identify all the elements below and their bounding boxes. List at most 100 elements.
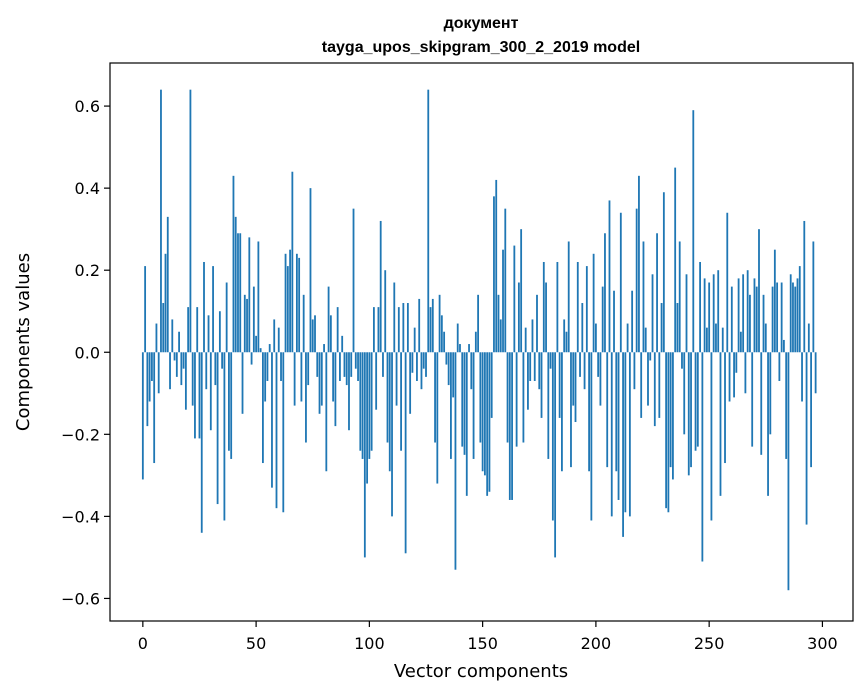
bar-103 [375, 352, 378, 410]
bar-48 [250, 352, 253, 365]
bar-25 [198, 352, 201, 439]
y-tick-label: 0.4 [75, 179, 100, 198]
bar-153 [488, 352, 491, 492]
bar-109 [388, 352, 391, 472]
bar-28 [205, 352, 208, 390]
bar-260 [730, 286, 733, 353]
bar-169 [524, 327, 527, 353]
bar-80 [323, 344, 325, 353]
y-tick-label: −0.6 [61, 589, 100, 608]
bar-279 [773, 249, 776, 353]
bar-42 [237, 233, 239, 353]
bar-16 [178, 331, 180, 353]
bar-248 [703, 278, 706, 353]
bar-9 [162, 303, 165, 353]
bar-88 [341, 335, 344, 353]
bar-185 [561, 352, 563, 472]
bar-188 [567, 241, 570, 353]
bar-124 [422, 352, 425, 369]
bar-268 [749, 294, 751, 353]
bar-277 [769, 352, 772, 435]
x-tick-label: 50 [246, 634, 266, 653]
bar-203 [601, 286, 604, 353]
y-tick-label: 0.6 [75, 97, 100, 116]
bar-10 [164, 253, 167, 353]
bar-151 [483, 352, 486, 476]
bar-276 [767, 352, 769, 496]
bar-72 [305, 352, 307, 443]
bar-265 [742, 274, 745, 353]
bar-292 [803, 220, 806, 353]
bar-59 [275, 352, 278, 509]
bar-152 [486, 352, 489, 496]
bar-148 [477, 294, 480, 353]
bar-64 [286, 266, 289, 353]
bar-50 [255, 335, 258, 353]
bar-226 [653, 352, 656, 427]
bar-123 [420, 352, 423, 390]
bar-186 [563, 319, 566, 353]
bar-263 [737, 278, 740, 353]
bar-7 [157, 352, 160, 394]
bar-288 [794, 286, 797, 353]
bar-290 [798, 266, 801, 353]
bar-154 [490, 352, 493, 418]
bar-52 [259, 348, 262, 353]
bar-285 [787, 352, 790, 591]
bar-46 [246, 298, 248, 353]
bar-93 [352, 208, 355, 353]
bar-202 [599, 352, 602, 406]
bar-282 [780, 282, 783, 353]
bar-83 [329, 315, 332, 353]
bar-145 [470, 352, 473, 390]
bar-53 [262, 352, 264, 464]
bar-71 [302, 294, 305, 353]
bar-166 [517, 282, 520, 353]
bar-130 [436, 352, 439, 484]
bar-239 [683, 352, 686, 435]
bar-144 [468, 344, 470, 353]
bar-29 [207, 315, 210, 353]
bar-6 [155, 323, 158, 353]
bar-197 [588, 352, 590, 472]
bar-274 [762, 294, 765, 353]
bar-165 [515, 352, 518, 447]
bar-178 [545, 282, 547, 353]
bar-136 [450, 352, 452, 459]
bar-173 [533, 352, 536, 381]
bar-1 [144, 266, 147, 353]
bar-138 [454, 352, 457, 570]
bar-38 [228, 352, 230, 451]
bar-40 [232, 175, 235, 353]
bar-106 [382, 352, 384, 377]
bar-179 [547, 352, 550, 459]
bar-161 [506, 352, 509, 443]
bar-132 [440, 315, 443, 353]
bar-14 [173, 352, 176, 361]
bar-171 [529, 352, 532, 381]
bar-70 [300, 352, 303, 402]
bar-271 [755, 286, 758, 353]
bar-44 [241, 352, 244, 414]
plot-frame [109, 62, 854, 622]
bar-15 [175, 352, 178, 377]
bar-176 [540, 352, 543, 418]
bar-90 [345, 352, 348, 386]
bar-75 [311, 319, 314, 353]
bar-251 [710, 352, 713, 521]
bar-172 [531, 319, 534, 353]
bar-235 [674, 167, 677, 353]
bar-167 [520, 229, 523, 353]
bar-117 [406, 303, 409, 353]
bar-291 [801, 352, 803, 402]
bar-84 [332, 352, 335, 402]
bar-240 [685, 274, 688, 353]
bar-216 [631, 290, 634, 353]
bar-184 [558, 352, 561, 418]
bar-149 [479, 352, 482, 443]
bar-219 [638, 175, 640, 353]
bar-19 [184, 352, 187, 410]
bar-37 [225, 282, 228, 353]
bar-245 [696, 352, 699, 447]
bar-116 [404, 352, 407, 554]
